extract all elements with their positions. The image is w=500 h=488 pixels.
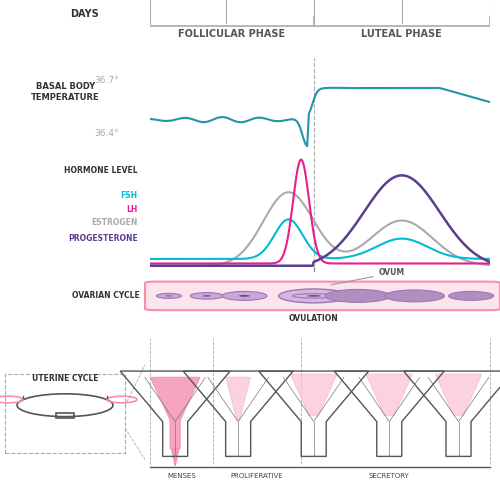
Text: OVUM: OVUM xyxy=(332,268,405,285)
Text: HORMONE LEVEL: HORMONE LEVEL xyxy=(64,166,138,175)
Text: DAYS: DAYS xyxy=(70,9,99,19)
Polygon shape xyxy=(366,374,412,415)
Text: PROGESTERONE: PROGESTERONE xyxy=(68,234,138,243)
Ellipse shape xyxy=(326,289,390,303)
Ellipse shape xyxy=(156,293,182,298)
Text: MENSES: MENSES xyxy=(167,472,196,479)
Text: UTERINE CYCLE: UTERINE CYCLE xyxy=(32,374,98,383)
Text: OVULATION: OVULATION xyxy=(289,314,339,323)
Ellipse shape xyxy=(448,291,494,301)
Text: ESTROGEN: ESTROGEN xyxy=(92,218,138,227)
Ellipse shape xyxy=(166,295,172,296)
Text: LUTEAL PHASE: LUTEAL PHASE xyxy=(362,29,442,39)
Ellipse shape xyxy=(202,295,211,297)
Ellipse shape xyxy=(306,295,320,297)
Text: OVARIAN CYCLE: OVARIAN CYCLE xyxy=(72,291,140,301)
Polygon shape xyxy=(226,377,250,420)
Polygon shape xyxy=(290,374,337,415)
Text: 36.7°: 36.7° xyxy=(94,77,118,85)
Ellipse shape xyxy=(190,293,223,299)
Ellipse shape xyxy=(384,290,444,302)
Text: 36.4°: 36.4° xyxy=(94,129,118,138)
Polygon shape xyxy=(436,374,482,415)
Text: LH: LH xyxy=(126,205,138,214)
Text: SECRETORY: SECRETORY xyxy=(369,472,410,479)
FancyBboxPatch shape xyxy=(145,282,500,310)
Text: PROLIFERATIVE: PROLIFERATIVE xyxy=(230,472,283,479)
Polygon shape xyxy=(172,448,179,466)
Ellipse shape xyxy=(239,295,250,297)
Ellipse shape xyxy=(278,289,348,303)
Ellipse shape xyxy=(222,291,267,301)
Polygon shape xyxy=(150,377,200,448)
Text: FSH: FSH xyxy=(120,191,138,200)
Text: FOLLICULAR PHASE: FOLLICULAR PHASE xyxy=(178,29,286,39)
Text: BASAL BODY
TEMPERATURE: BASAL BODY TEMPERATURE xyxy=(31,82,100,102)
